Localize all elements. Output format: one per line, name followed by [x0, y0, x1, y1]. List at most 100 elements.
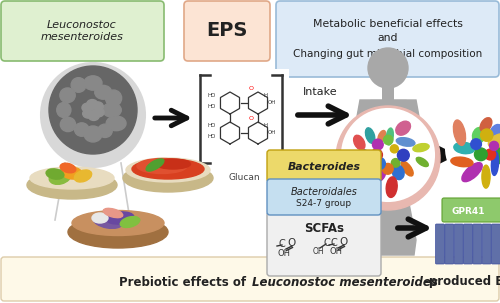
Ellipse shape — [416, 157, 428, 167]
Polygon shape — [350, 100, 426, 200]
Ellipse shape — [454, 142, 475, 154]
Circle shape — [368, 48, 408, 88]
Text: Changing gut microbial composition: Changing gut microbial composition — [294, 49, 482, 59]
Ellipse shape — [123, 164, 213, 192]
Ellipse shape — [84, 76, 102, 90]
FancyBboxPatch shape — [197, 69, 289, 171]
Text: EPS: EPS — [206, 22, 248, 41]
Text: Leuconostoc
mesenteroides: Leuconostoc mesenteroides — [40, 20, 123, 42]
Ellipse shape — [104, 208, 122, 218]
Text: Metabolic beneficial effects: Metabolic beneficial effects — [313, 19, 463, 29]
Ellipse shape — [49, 170, 71, 184]
Ellipse shape — [360, 150, 375, 161]
Circle shape — [392, 158, 400, 167]
FancyBboxPatch shape — [464, 224, 472, 264]
Text: SCFAs: SCFAs — [304, 221, 344, 235]
Circle shape — [398, 149, 409, 161]
Polygon shape — [220, 122, 240, 144]
Circle shape — [446, 108, 500, 188]
Ellipse shape — [462, 163, 482, 182]
Ellipse shape — [132, 159, 204, 179]
FancyBboxPatch shape — [184, 1, 270, 61]
Ellipse shape — [95, 85, 112, 99]
Circle shape — [336, 106, 440, 210]
Ellipse shape — [496, 148, 500, 165]
Text: n: n — [289, 158, 295, 168]
Text: and: and — [378, 33, 398, 43]
Ellipse shape — [488, 134, 500, 148]
Polygon shape — [248, 122, 268, 144]
Ellipse shape — [87, 100, 98, 108]
Circle shape — [373, 158, 386, 169]
Ellipse shape — [490, 125, 500, 138]
Text: Glucan: Glucan — [228, 174, 260, 182]
FancyBboxPatch shape — [267, 150, 381, 182]
Ellipse shape — [98, 124, 112, 138]
Ellipse shape — [472, 128, 485, 143]
Ellipse shape — [84, 126, 102, 142]
Ellipse shape — [378, 131, 386, 142]
Text: Intake: Intake — [302, 87, 338, 97]
Text: HO: HO — [207, 104, 216, 109]
FancyBboxPatch shape — [267, 179, 381, 215]
Text: O: O — [249, 116, 254, 121]
Ellipse shape — [46, 169, 64, 179]
FancyBboxPatch shape — [482, 224, 491, 264]
Ellipse shape — [102, 103, 122, 117]
Ellipse shape — [60, 88, 75, 103]
Circle shape — [372, 139, 383, 150]
Ellipse shape — [156, 159, 190, 169]
FancyBboxPatch shape — [454, 224, 463, 264]
Ellipse shape — [60, 117, 76, 132]
Ellipse shape — [60, 163, 76, 173]
Ellipse shape — [82, 103, 93, 112]
Circle shape — [384, 135, 393, 145]
Text: OH: OH — [330, 248, 342, 257]
Text: C: C — [278, 239, 285, 249]
Ellipse shape — [146, 159, 164, 171]
Text: -produced EPS: -produced EPS — [424, 275, 500, 288]
Ellipse shape — [72, 211, 164, 235]
Ellipse shape — [27, 171, 117, 199]
FancyBboxPatch shape — [445, 224, 454, 264]
Text: O: O — [288, 238, 296, 248]
Ellipse shape — [106, 212, 134, 224]
Ellipse shape — [68, 216, 168, 248]
FancyBboxPatch shape — [276, 1, 499, 77]
FancyBboxPatch shape — [1, 1, 164, 61]
Text: H: H — [264, 123, 268, 128]
Text: Leuconostoc mesenteroides: Leuconostoc mesenteroides — [252, 275, 438, 288]
Text: C: C — [330, 238, 338, 248]
FancyBboxPatch shape — [382, 86, 394, 100]
Ellipse shape — [356, 178, 370, 189]
Ellipse shape — [386, 177, 397, 198]
Circle shape — [485, 149, 496, 160]
Ellipse shape — [482, 165, 490, 188]
Ellipse shape — [93, 108, 104, 117]
Circle shape — [41, 63, 145, 167]
Ellipse shape — [74, 170, 92, 182]
Ellipse shape — [30, 167, 114, 189]
Ellipse shape — [126, 158, 210, 182]
Ellipse shape — [366, 128, 375, 143]
Text: S24-7 group: S24-7 group — [296, 199, 352, 208]
FancyBboxPatch shape — [492, 224, 500, 264]
Ellipse shape — [71, 78, 86, 92]
Ellipse shape — [106, 116, 126, 131]
Text: O: O — [340, 237, 348, 247]
Ellipse shape — [82, 109, 94, 118]
Circle shape — [371, 149, 382, 161]
Text: C: C — [324, 238, 330, 248]
Text: HO: HO — [207, 93, 216, 98]
Circle shape — [480, 129, 493, 141]
Ellipse shape — [92, 213, 108, 223]
Circle shape — [382, 163, 393, 174]
Ellipse shape — [62, 167, 82, 179]
Ellipse shape — [354, 135, 365, 150]
Text: HO: HO — [207, 134, 216, 139]
FancyBboxPatch shape — [442, 198, 500, 222]
Ellipse shape — [120, 217, 140, 228]
Ellipse shape — [496, 140, 500, 156]
FancyBboxPatch shape — [267, 212, 381, 276]
Ellipse shape — [378, 170, 386, 181]
